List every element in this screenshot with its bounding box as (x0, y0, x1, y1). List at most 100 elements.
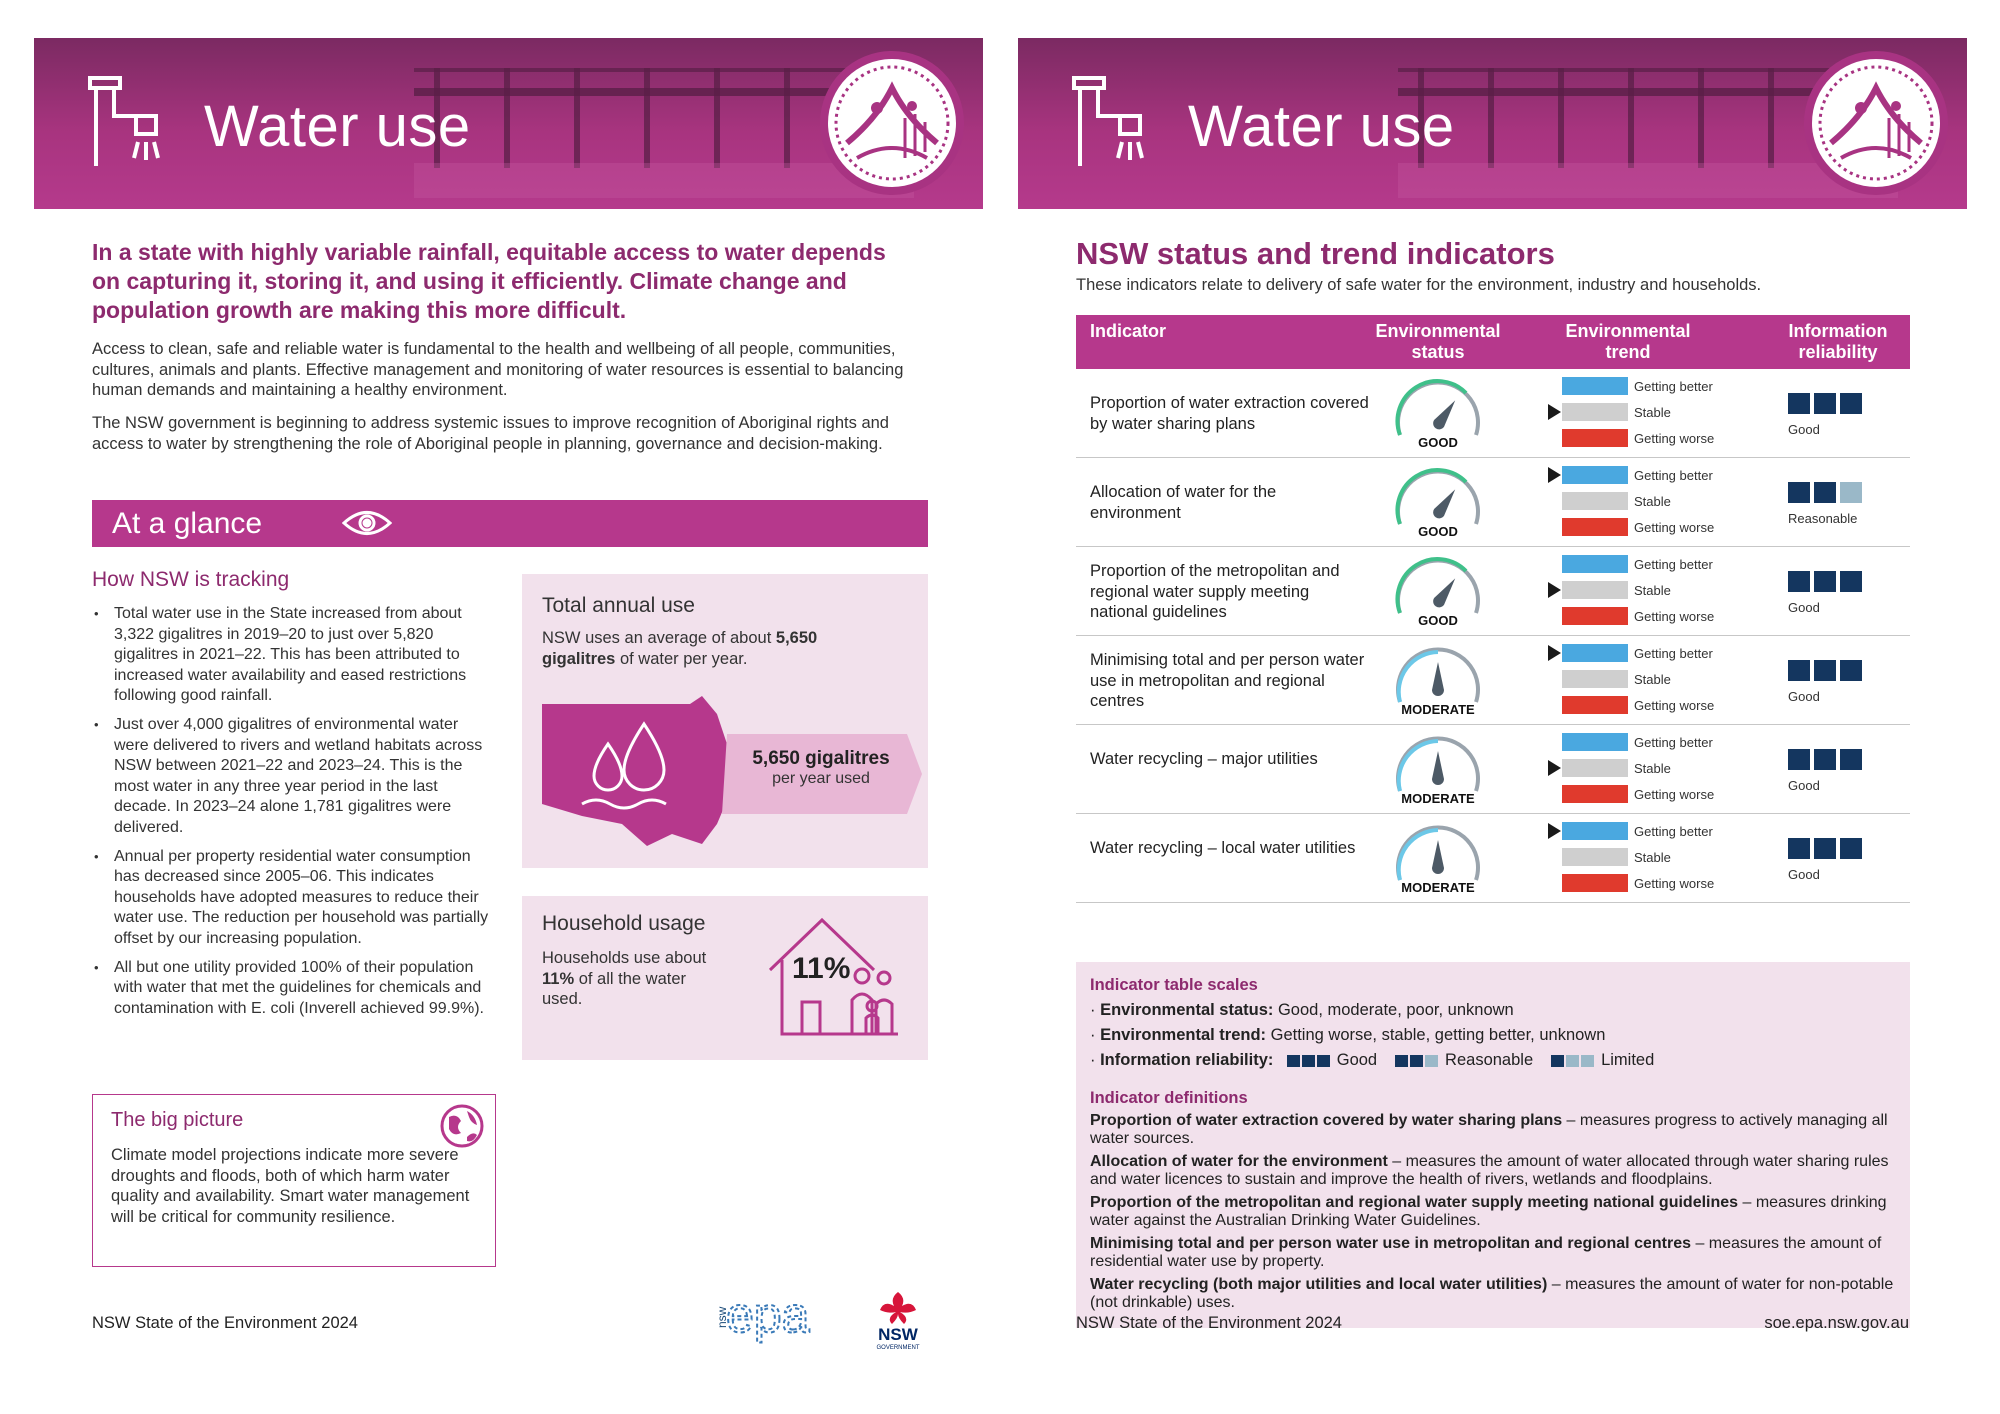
intro-statement: In a state with highly variable rainfall… (92, 239, 886, 323)
indicator-name: Water recycling – major utilities (1090, 750, 1318, 768)
svg-text:NSW: NSW (878, 1325, 919, 1344)
page-subtitle: These indicators relate to delivery of s… (1076, 276, 1762, 294)
status-label: MODERATE (1401, 702, 1475, 717)
banner: Water use (34, 38, 983, 209)
list-item: Total water use in the State increased f… (92, 604, 497, 707)
reliability-indicator: Reasonable (1788, 482, 1898, 542)
status-gauge-icon (1396, 647, 1480, 703)
trend-arrow-icon (1548, 760, 1561, 776)
table-row: Minimising total and per person water us… (1076, 636, 1910, 725)
trend-indicator: Getting better Stable Getting worse (1548, 466, 1748, 540)
trend-bar-worse (1562, 518, 1628, 536)
at-a-glance-title: At a glance (112, 507, 263, 540)
household-usage-card: Household usage Households use about 11%… (522, 896, 928, 1060)
household-title: Household usage (542, 912, 706, 935)
reliability-square (1788, 393, 1810, 414)
trend-bar-better (1562, 466, 1628, 484)
definition-item: Minimising total and per person water us… (1090, 1235, 1882, 1270)
trend-arrow-icon (1548, 467, 1561, 483)
reliability-label: Good (1788, 689, 1820, 704)
weir-bridge-photo (1398, 68, 1898, 198)
status-gauge-icon (1396, 736, 1480, 792)
indicator-scales-box: Indicator table scales · Environmental s… (1076, 962, 1910, 1328)
reliability-indicator: Good (1788, 660, 1898, 720)
total-use-title: Total annual use (542, 594, 695, 617)
scale-status: · Environmental status: Good, moderate, … (1090, 1001, 1514, 1019)
trend-indicator: Getting better Stable Getting worse (1548, 555, 1748, 629)
reliability-indicator: Good (1788, 838, 1898, 898)
big-picture-title: The big picture (111, 1109, 244, 1131)
reliability-square (1840, 571, 1862, 592)
page-title: NSW status and trend indicators (1076, 236, 1555, 271)
household-text: Households use about 11% of all the wate… (542, 949, 707, 1008)
trend-arrow-icon (1548, 645, 1561, 661)
indicator-name: Allocation of water for the environment (1090, 483, 1277, 522)
aboriginal-artwork-emblem-icon (1804, 51, 1948, 195)
reliability-square (1814, 393, 1836, 414)
trend-indicator: Getting better Stable Getting worse (1548, 733, 1748, 807)
reliability-indicator: Good (1788, 393, 1898, 453)
trend-label-better: Getting better (1634, 468, 1713, 483)
status-label: GOOD (1418, 524, 1458, 539)
reliability-square (1840, 482, 1862, 503)
indicator-table: Indicator Environmental status Environmen… (1076, 315, 1910, 903)
indicator-name: Water recycling – local water utilities (1090, 839, 1356, 857)
reliability-square (1788, 838, 1810, 859)
trend-label-stable: Stable (1634, 583, 1671, 598)
right-page: Water use NSW status and trend indicator… (1018, 38, 1967, 1348)
trend-bar-better (1562, 644, 1628, 662)
trend-label-worse: Getting worse (1634, 431, 1715, 446)
header-status: Environmental status (1375, 321, 1501, 362)
reliability-square (1814, 660, 1836, 681)
banner: Water use (1018, 38, 1967, 209)
house-family-icon (768, 917, 898, 1036)
water-tap-icon (88, 76, 160, 166)
status-gauge-icon (1396, 825, 1480, 881)
scale-trend: · Environmental trend: Getting worse, st… (1090, 1026, 1606, 1044)
reliability-square (1788, 660, 1810, 681)
trend-label-stable: Stable (1634, 494, 1671, 509)
reliability-label: Reasonable (1788, 511, 1858, 526)
water-tap-icon (1072, 76, 1144, 166)
trend-bar-worse (1562, 429, 1628, 447)
trend-label-stable: Stable (1634, 850, 1671, 865)
reliability-square (1814, 749, 1836, 770)
trend-bar-better (1562, 733, 1628, 751)
trend-label-better: Getting better (1634, 557, 1713, 572)
trend-bar-better (1562, 555, 1628, 573)
total-use-callout-label: per year used (772, 770, 870, 787)
reliability-indicator: Good (1788, 749, 1898, 809)
definition-item: Proportion of water extraction covered b… (1090, 1112, 1888, 1147)
weir-bridge-photo (414, 68, 914, 198)
reliability-label: Good (1788, 867, 1820, 882)
left-page: Water use In a state with highly variabl… (34, 38, 983, 1351)
status-gauge-icon (1395, 468, 1480, 525)
reliability-label: Good (1788, 778, 1820, 793)
reliability-square (1814, 571, 1836, 592)
household-percent: 11% (792, 952, 851, 985)
trend-arrow-icon (1548, 404, 1561, 420)
trend-label-stable: Stable (1634, 761, 1671, 776)
trend-label-worse: Getting worse (1634, 698, 1715, 713)
reliability-square (1840, 393, 1862, 414)
big-picture-box: The big picture Climate model projection… (92, 1094, 496, 1267)
table-row: Proportion of water extraction covered b… (1076, 369, 1910, 458)
aboriginal-artwork-emblem-icon (820, 51, 964, 195)
eye-icon (342, 511, 392, 535)
trend-bar-stable (1562, 670, 1628, 688)
status-gauge-icon (1395, 379, 1480, 436)
status-label: MODERATE (1401, 791, 1475, 806)
reliability-label: Good (1788, 600, 1820, 615)
trend-bar-worse (1562, 607, 1628, 625)
trend-arrow-icon (1548, 582, 1561, 598)
indicator-name: Proportion of water extraction covered b… (1090, 394, 1369, 433)
indicator-name: Minimising total and per person water us… (1090, 651, 1365, 710)
reliability-square (1788, 749, 1810, 770)
status-label: GOOD (1418, 613, 1458, 628)
trend-label-better: Getting better (1634, 824, 1713, 839)
trend-bar-worse (1562, 874, 1628, 892)
total-annual-use-card: Total annual use NSW uses an average of … (522, 574, 928, 868)
trend-label-worse: Getting worse (1634, 787, 1715, 802)
header-indicator: Indicator (1090, 321, 1167, 341)
reliability-square (1788, 482, 1810, 503)
